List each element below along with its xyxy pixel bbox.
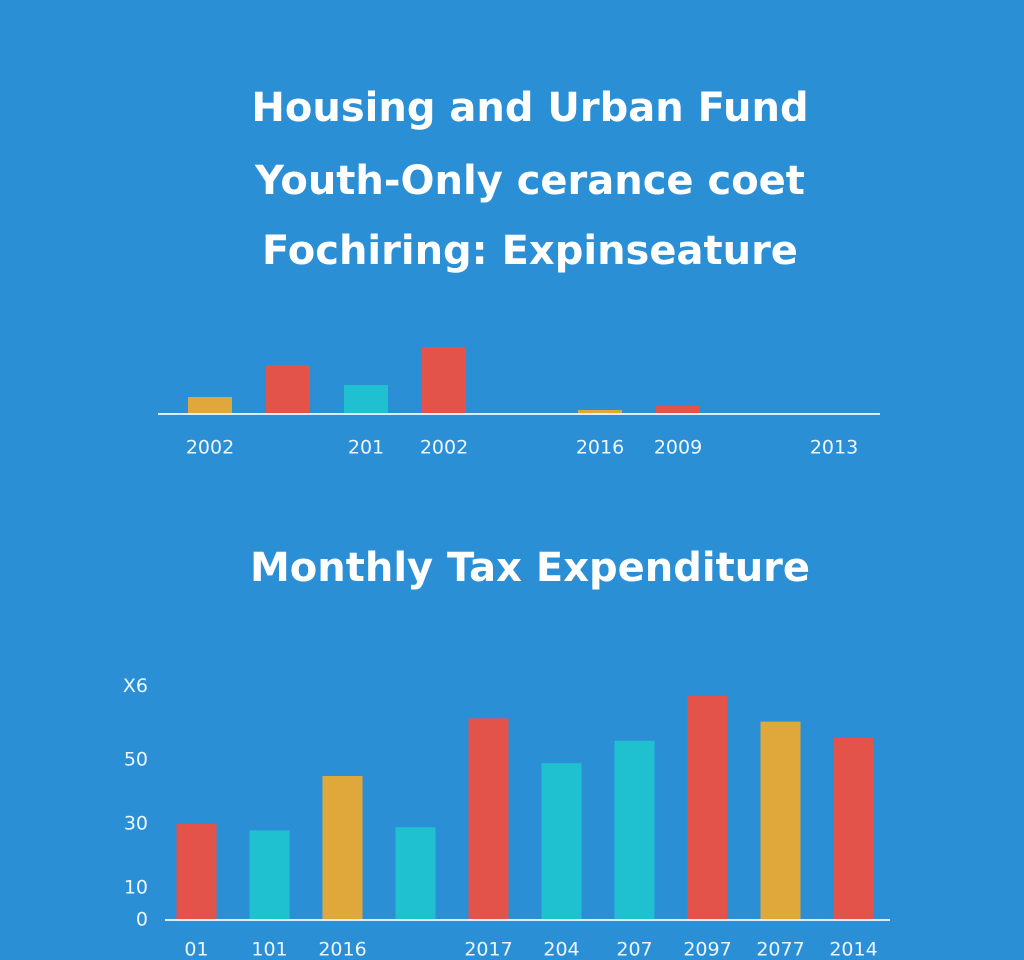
x-tick-label: 2016 <box>576 437 624 459</box>
x-tick-label: 2002 <box>186 437 234 459</box>
bar <box>266 365 310 414</box>
bar <box>249 830 290 920</box>
x-tick-label: 2097 <box>683 939 731 960</box>
bar <box>614 740 655 920</box>
bar <box>760 721 801 920</box>
x-tick-label: 2077 <box>756 939 804 960</box>
x-tick-label: 2014 <box>829 939 877 960</box>
x-tick-label: 2002 <box>420 437 468 459</box>
x-tick-label: 201 <box>348 437 384 459</box>
x-tick-label: 01 <box>184 939 208 960</box>
x-tick-label: 2009 <box>654 437 702 459</box>
chart-title: Youth-Only cerance coet <box>254 158 805 204</box>
y-tick-label: X6 <box>123 675 148 697</box>
bar <box>541 763 582 920</box>
bar <box>395 827 436 920</box>
bar <box>176 824 217 920</box>
x-tick-label: 2017 <box>464 939 512 960</box>
x-tick-label: 2016 <box>318 939 366 960</box>
y-tick-label: 50 <box>124 749 148 771</box>
chart-title: Monthly Tax Expenditure <box>250 545 810 591</box>
bar <box>344 385 388 414</box>
chart-title: Fochiring: Expinseature <box>262 228 798 274</box>
x-tick-label: 207 <box>616 939 652 960</box>
chart-title: Housing and Urban Fund <box>251 85 808 131</box>
bar <box>422 347 466 414</box>
x-tick-label: 204 <box>543 939 579 960</box>
bar <box>188 397 232 414</box>
x-tick-label: 2013 <box>810 437 858 459</box>
bar <box>656 406 700 414</box>
bar <box>687 696 728 920</box>
bar <box>468 718 509 920</box>
bar <box>578 410 622 414</box>
bar <box>322 776 363 920</box>
x-tick-label: 101 <box>251 939 287 960</box>
y-tick-label: 10 <box>124 877 148 899</box>
y-tick-label: 30 <box>124 813 148 835</box>
bar <box>833 737 874 920</box>
y-tick-label: 0 <box>136 909 148 931</box>
